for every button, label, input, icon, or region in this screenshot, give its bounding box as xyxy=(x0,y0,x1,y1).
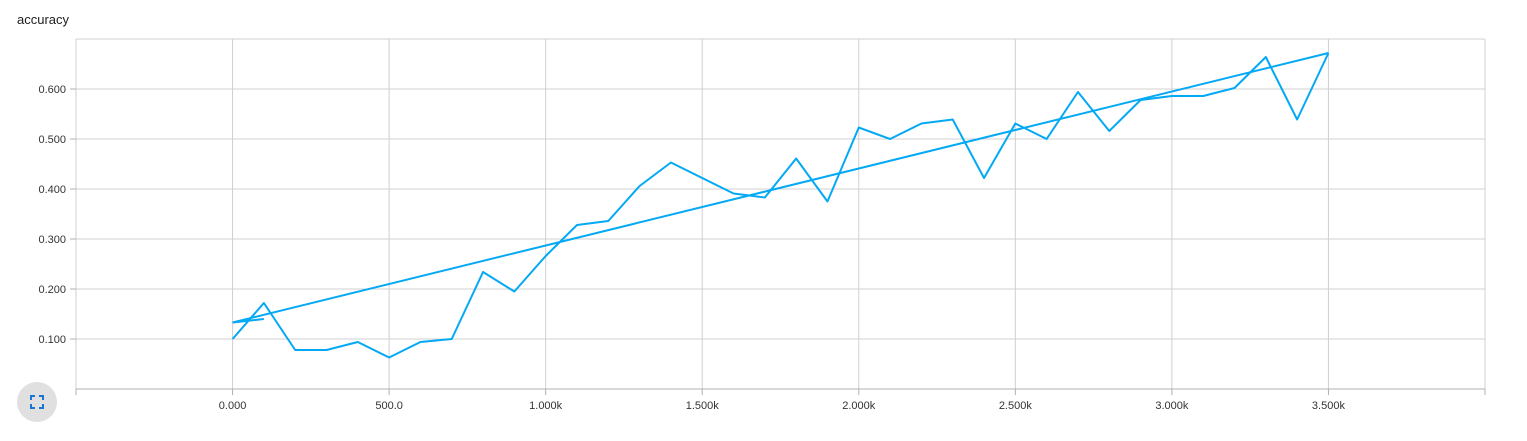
y-tick-label: 0.300 xyxy=(38,234,66,246)
fullscreen-icon xyxy=(30,395,44,409)
chart-title: accuracy xyxy=(17,12,70,27)
y-tick-label: 0.400 xyxy=(38,184,66,196)
y-tick-label: 0.200 xyxy=(38,284,66,296)
grid-lines xyxy=(75,38,1486,389)
axes xyxy=(70,88,1486,395)
x-tick-label: 3.000k xyxy=(1155,400,1189,412)
x-tick-label: 2.500k xyxy=(999,400,1033,412)
x-tick-label: 500.0 xyxy=(375,400,403,412)
series-lines xyxy=(231,52,1330,359)
y-tick-label: 0.500 xyxy=(38,134,66,146)
series-line-2 xyxy=(231,52,1330,359)
x-tick-label: 1.500k xyxy=(686,400,720,412)
series-line-1 xyxy=(232,52,1329,324)
tick-labels: 0.000 500.0 1.000k 1.500k 2.000k 2.500k 3.000k… xyxy=(38,84,1345,412)
x-tick-label: 0.000 xyxy=(219,400,247,412)
x-tick-label: 2.000k xyxy=(842,400,876,412)
expand-chart-button[interactable] xyxy=(17,382,57,422)
x-tick-label: 1.000k xyxy=(529,400,563,412)
y-tick-label: 0.100 xyxy=(38,334,66,346)
x-tick-label: 3.500k xyxy=(1312,400,1346,412)
y-tick-label: 0.600 xyxy=(38,84,66,96)
